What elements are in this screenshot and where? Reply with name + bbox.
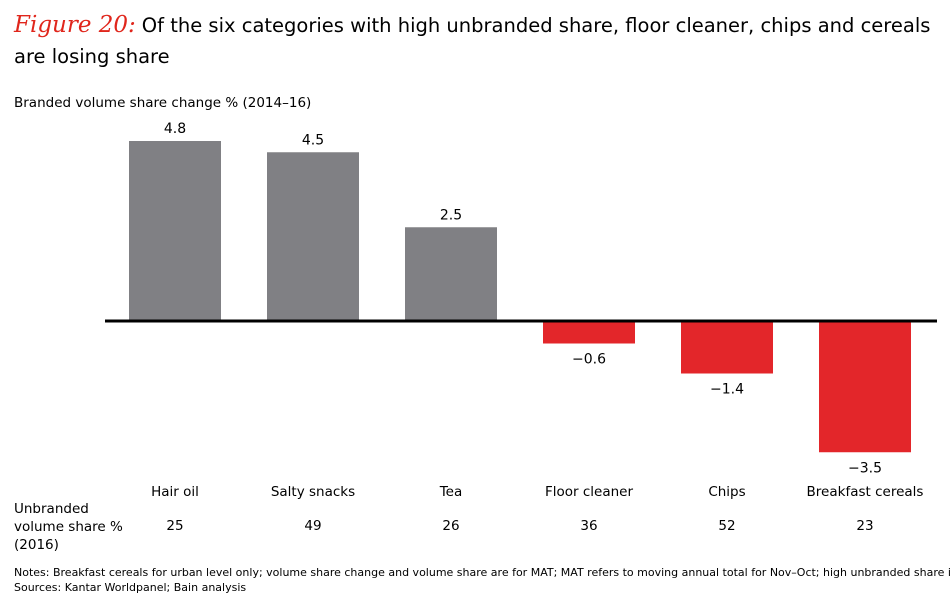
unbranded-share-breakfast-cereals: 23 <box>856 518 873 534</box>
figure-title: Of the six categories with high unbrande… <box>14 14 931 68</box>
bar-tea <box>405 227 497 321</box>
value-label-salty-snacks: 4.5 <box>302 132 324 148</box>
bar-hair-oil <box>129 141 221 321</box>
bar-salty-snacks <box>267 152 359 321</box>
category-label-salty-snacks: Salty snacks <box>271 484 355 500</box>
sources-text: Sources: Kantar Worldpanel; Bain analysi… <box>14 581 247 594</box>
notes-text: Notes: Breakfast cereals for urban level… <box>14 566 950 579</box>
category-label-chips: Chips <box>708 484 745 500</box>
chart-title: Figure 20: Of the six categories with hig… <box>14 10 939 72</box>
value-label-breakfast-cereals: −3.5 <box>848 460 882 476</box>
value-label-chips: −1.4 <box>710 382 744 398</box>
bar-breakfast-cereals <box>819 321 911 453</box>
value-label-hair-oil: 4.8 <box>164 121 186 137</box>
value-label-floor-cleaner: −0.6 <box>572 352 606 368</box>
y-axis-label: Branded volume share change % (2014–16) <box>14 95 312 111</box>
unbranded-share-row-label: Unbranded volume share % (2016) <box>14 501 123 553</box>
category-label-hair-oil: Hair oil <box>151 484 199 500</box>
value-label-tea: 2.5 <box>440 207 462 223</box>
unbranded-share-salty-snacks: 49 <box>304 518 321 534</box>
notes-block: Notes: Breakfast cereals for urban level… <box>14 565 950 595</box>
unbranded-share-hair-oil: 25 <box>166 518 183 534</box>
bar-floor-cleaner <box>543 321 635 344</box>
unbranded-share-chips: 52 <box>718 518 735 534</box>
bar-chips <box>681 321 773 374</box>
figure-label: Figure 20: <box>14 12 136 38</box>
category-label-tea: Tea <box>439 484 463 500</box>
category-label-floor-cleaner: Floor cleaner <box>545 484 633 500</box>
unbranded-share-floor-cleaner: 36 <box>580 518 597 534</box>
category-label-breakfast-cereals: Breakfast cereals <box>807 484 924 500</box>
unbranded-share-tea: 26 <box>442 518 459 534</box>
